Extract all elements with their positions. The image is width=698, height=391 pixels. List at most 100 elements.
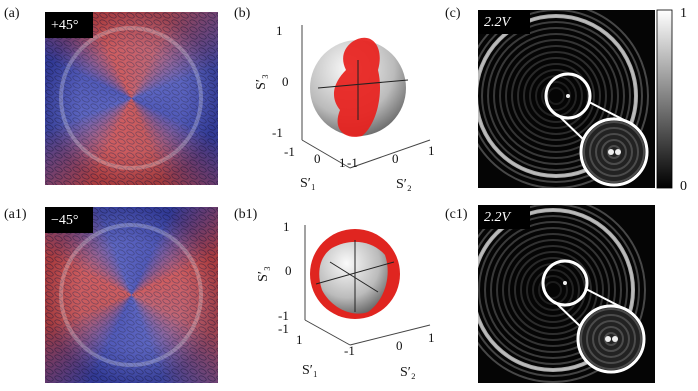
ring [481, 21, 631, 171]
panel-label: (c) [445, 6, 461, 21]
polarization-map-a1 [45, 207, 218, 383]
panel-label: (b1) [234, 207, 258, 222]
ring [478, 10, 649, 188]
voltage-tag: 2.2V [484, 210, 512, 225]
ring [505, 45, 607, 147]
ring [478, 208, 635, 372]
tick-label: 1 [428, 143, 435, 158]
ring [496, 233, 610, 347]
tag-box [478, 10, 530, 34]
polarization-map-a [45, 12, 218, 185]
ring [589, 127, 639, 177]
spot [615, 149, 621, 155]
zoom-circle [544, 72, 592, 120]
axis [349, 324, 431, 346]
ellipse-texture [45, 12, 218, 185]
tick-label: 0 [314, 151, 321, 166]
ring [547, 87, 565, 105]
tag-box [45, 12, 93, 38]
ring [532, 269, 574, 311]
ring [487, 27, 625, 165]
zoom-line [588, 101, 627, 122]
intensity-image-c1 [478, 205, 655, 383]
ellipse-texture [45, 207, 218, 383]
panel-label: (a1) [4, 207, 27, 222]
tick-label: 0 [282, 74, 289, 89]
axis-title: S′₂ [400, 365, 416, 380]
tick-label: 0 [396, 338, 403, 353]
axis-title: S′₃ [256, 266, 271, 282]
axis-title: S′₁ [300, 176, 316, 191]
tick-label: -1 [347, 155, 358, 170]
spot [566, 94, 570, 98]
ring [538, 275, 568, 305]
ring [490, 227, 616, 353]
tick-label: -1 [284, 144, 295, 159]
tick-label: -1 [278, 308, 289, 323]
axis-title: S′₁ [302, 363, 318, 378]
poincare-sphere-b1 [304, 225, 431, 346]
sphere [319, 241, 388, 314]
tick-label: 1 [428, 330, 435, 345]
zoom-line [557, 114, 585, 141]
zoom-line [554, 301, 582, 328]
voltage-tag: 2.2V [484, 15, 512, 30]
axis [329, 261, 379, 293]
ring [478, 205, 646, 383]
ring [493, 33, 619, 159]
tick-label: 0 [392, 151, 399, 166]
tick-label: 1 [283, 219, 290, 234]
tick-label: -1 [278, 321, 289, 336]
tick-label: 1 [296, 332, 303, 347]
poincare-sphere-b [301, 25, 431, 169]
ring [598, 326, 624, 352]
axis [317, 79, 409, 89]
axis [301, 139, 351, 169]
ring [478, 215, 628, 365]
ring [502, 239, 604, 341]
tick-label: 0 [285, 263, 292, 278]
panel-label: (a) [4, 6, 20, 21]
zoom-circle [541, 259, 589, 307]
colorbar-tick: 0 [680, 179, 687, 194]
ring [529, 69, 583, 123]
tick-label: 1 [339, 155, 346, 170]
ring [478, 205, 640, 377]
state-cloud [333, 37, 381, 137]
ring [484, 221, 622, 359]
axis [304, 319, 351, 346]
spot [612, 336, 618, 342]
ring [478, 14, 638, 178]
ring [601, 139, 627, 165]
ring [499, 39, 613, 153]
spot [608, 149, 614, 155]
tick-label: 1 [276, 23, 283, 38]
colorbar [656, 9, 673, 189]
axis-title: S′₃ [254, 74, 269, 90]
tick-label: -1 [344, 343, 355, 358]
ring [586, 314, 636, 364]
ring [514, 251, 592, 329]
spot [563, 281, 567, 285]
panel-label: (c1) [445, 207, 468, 222]
intensity-image-c [478, 10, 655, 188]
ring [517, 57, 595, 135]
panel-label: (b) [234, 6, 251, 21]
ring [478, 10, 643, 183]
tick-label: -1 [272, 125, 283, 140]
ring [511, 51, 601, 141]
ring [592, 320, 630, 358]
colorbar-tick: 1 [680, 6, 687, 21]
axis-title: S′₂ [396, 177, 412, 192]
ring [508, 245, 598, 335]
angle-tag: −45° [51, 213, 79, 228]
ring [580, 308, 642, 370]
ring [583, 121, 645, 183]
zoom-line [585, 288, 624, 309]
tag-box [478, 205, 530, 229]
angle-tag: +45° [51, 18, 79, 33]
axis [349, 139, 431, 169]
ring [595, 133, 633, 171]
